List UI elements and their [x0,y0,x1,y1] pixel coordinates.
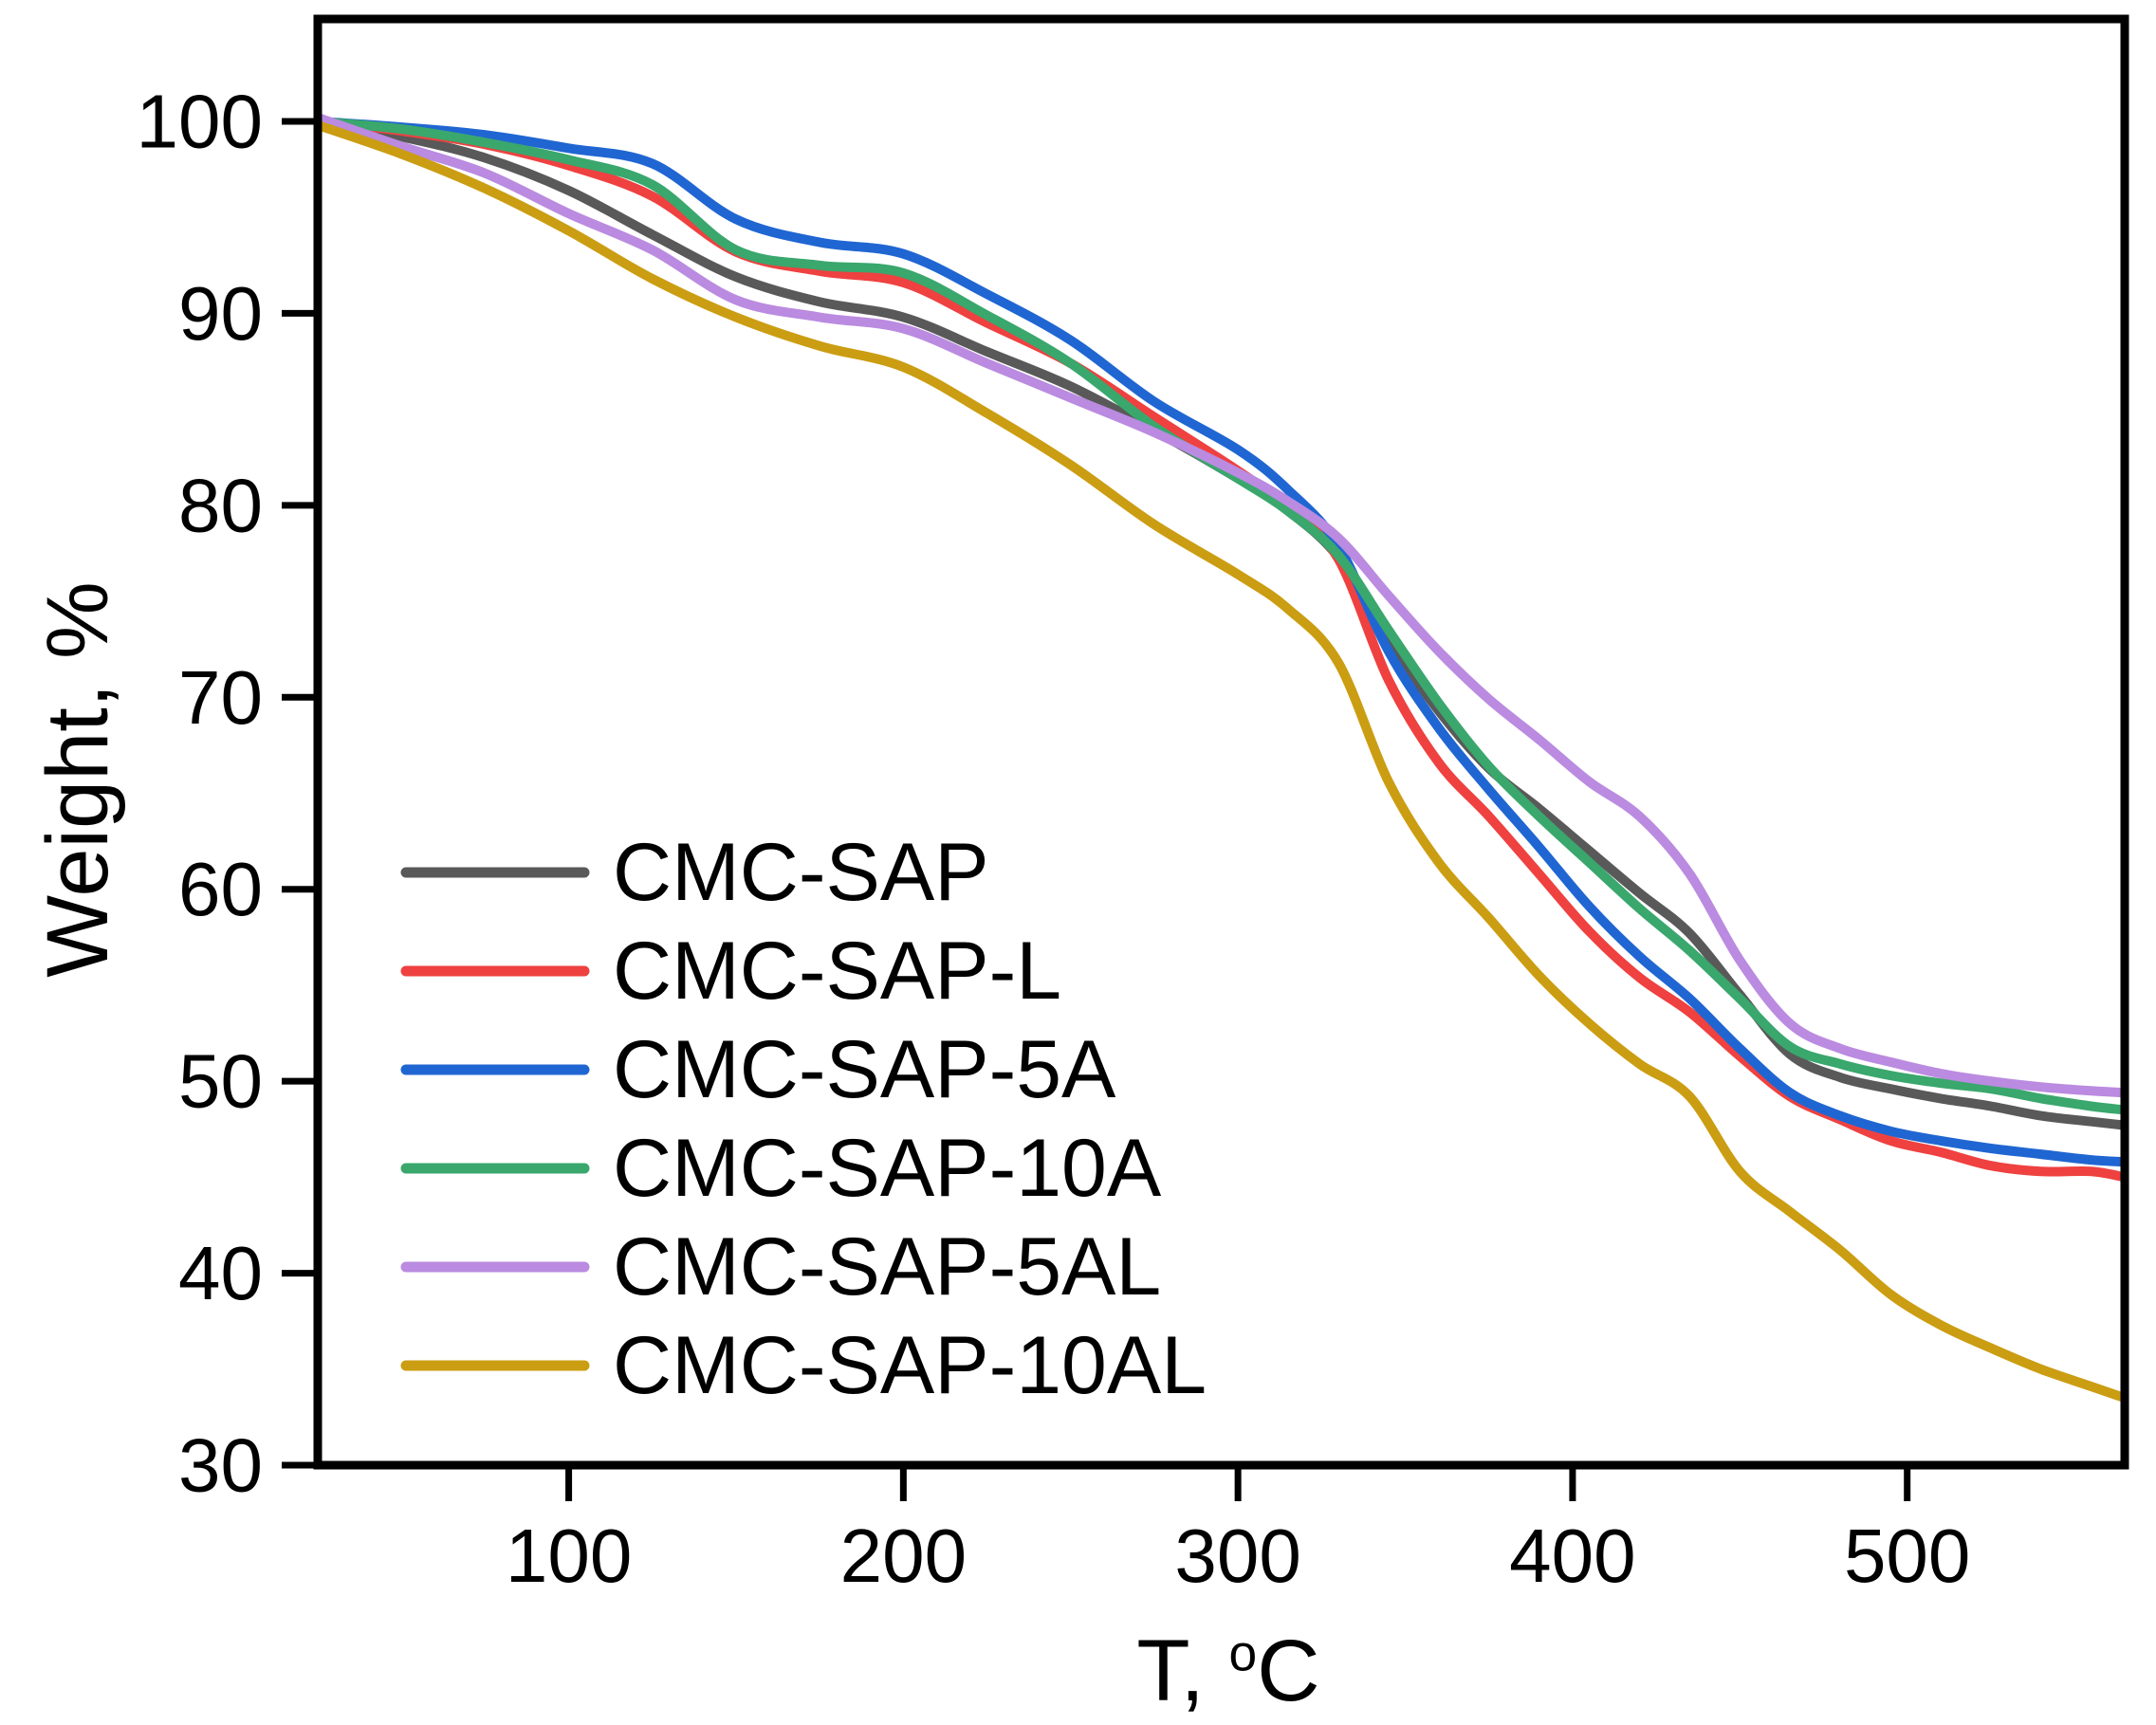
legend-item-cmc-sap-10al: CMC-SAP-10AL [400,1320,1207,1411]
y-axis-tick-label: 50 [178,1039,263,1124]
plot-frame [313,14,2129,1470]
x-axis-title-suffix: C [1257,1623,1320,1719]
legend-label: CMC-SAP-10AL [613,1320,1207,1411]
series-line-cmc-sap-10al [318,120,2125,1404]
degree-superscript: o [1228,1625,1258,1682]
y-axis-tick-label: 80 [178,463,263,547]
y-axis-title: Weight, % [29,581,126,978]
x-axis-tick-label: 100 [506,1514,632,1598]
legend-label: CMC-SAP-5A [613,1024,1116,1115]
legend-item-cmc-sap: CMC-SAP [400,827,989,918]
legend-item-cmc-sap-5a: CMC-SAP-5A [400,1024,1116,1115]
y-axis-tick-label: 90 [178,271,263,356]
legend-label: CMC-SAP-10A [613,1123,1162,1214]
legend-item-cmc-sap-l: CMC-SAP-L [400,926,1061,1017]
legend-label: CMC-SAP [613,827,989,918]
legend-item-cmc-sap-5al: CMC-SAP-5AL [400,1221,1161,1312]
legend-item-cmc-sap-10a: CMC-SAP-10A [400,1123,1162,1214]
legend-label: CMC-SAP-5AL [613,1221,1161,1312]
legend-label: CMC-SAP-L [613,926,1061,1017]
series-line-cmc-sap [318,117,2125,1130]
x-axis-title: T, oC [1136,1627,1319,1715]
y-axis-tick-label: 70 [178,655,263,740]
series-line-cmc-sap-10a [318,117,2125,1115]
y-axis-tick-label: 40 [178,1231,263,1315]
series-curves [318,113,2125,1404]
y-axis-tick-label: 60 [178,847,263,931]
legend: CMC-SAPCMC-SAP-LCMC-SAP-5ACMC-SAP-10ACMC… [400,827,1207,1411]
x-axis-tick-label: 300 [1174,1514,1300,1598]
series-line-cmc-sap-5a [318,117,2125,1167]
x-axis-tick-label: 400 [1509,1514,1635,1598]
series-line-cmc-sap-l [318,117,2125,1183]
x-axis-title-prefix: T, [1136,1623,1229,1719]
x-axis-tick-label: 200 [840,1514,967,1598]
y-axis-tick-label: 30 [178,1423,263,1508]
y-axis-tick-label: 100 [137,80,263,164]
y-axis-title-text: Weight, % [29,581,126,978]
x-axis-tick-label: 500 [1844,1514,1970,1598]
series-line-cmc-sap-5al [318,113,2125,1098]
